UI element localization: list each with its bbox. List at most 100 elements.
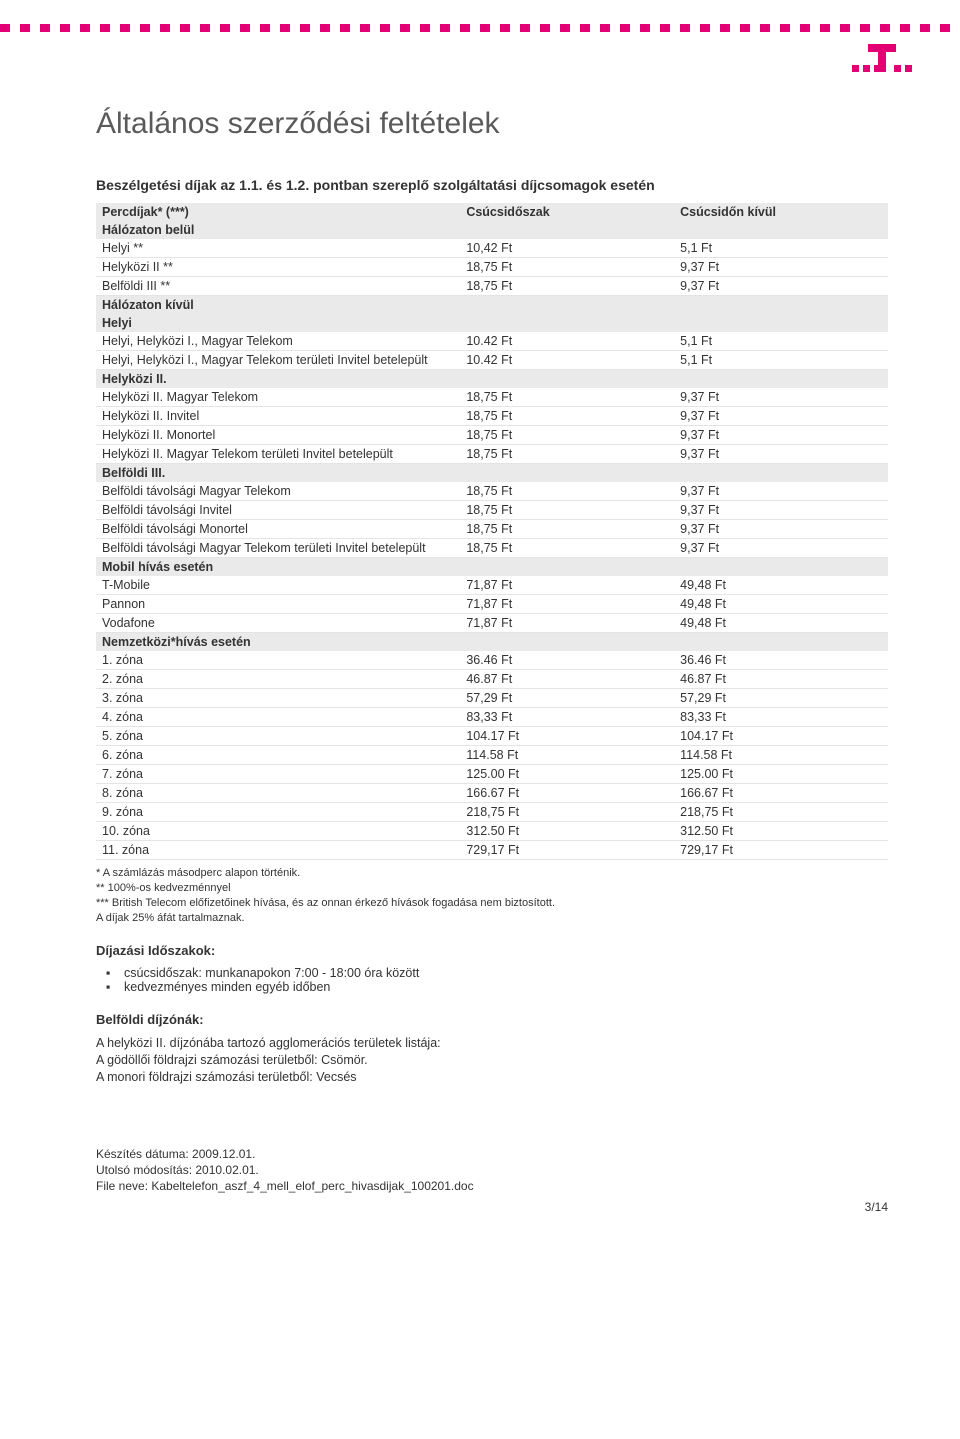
text-line: A gödöllői földrajzi számozási területbő…: [96, 1052, 888, 1069]
table-cell: 83,33 Ft: [674, 708, 888, 727]
table-row: 8. zóna166.67 Ft166.67 Ft: [96, 784, 888, 803]
table-cell: 18,75 Ft: [460, 407, 674, 426]
table-cell: 9,37 Ft: [674, 277, 888, 296]
table-cell: 114.58 Ft: [674, 746, 888, 765]
table-cell: Helyi: [96, 314, 460, 332]
table-row: Helyközi II **18,75 Ft9,37 Ft: [96, 258, 888, 277]
table-section-row: Helyközi II.: [96, 370, 888, 389]
table-cell: 125.00 Ft: [674, 765, 888, 784]
footer-line: Utolsó módosítás: 2010.02.01.: [96, 1162, 888, 1178]
table-cell: 9,37 Ft: [674, 482, 888, 501]
table-cell: Csúcsidőszak: [460, 203, 674, 221]
table-cell: 57,29 Ft: [460, 689, 674, 708]
table-cell: 104.17 Ft: [674, 727, 888, 746]
table-row: 1. zóna36.46 Ft36.46 Ft: [96, 651, 888, 670]
page-number: 3/14: [96, 1199, 888, 1215]
footnotes: * A számlázás másodperc alapon történik.…: [96, 866, 888, 925]
table-cell: 8. zóna: [96, 784, 460, 803]
table-cell: 71,87 Ft: [460, 576, 674, 595]
table-row: T-Mobile71,87 Ft49,48 Ft: [96, 576, 888, 595]
table-cell: 18,75 Ft: [460, 539, 674, 558]
table-cell: 49,48 Ft: [674, 576, 888, 595]
table-cell: Belföldi III **: [96, 277, 460, 296]
table-row: 2. zóna46.87 Ft46.87 Ft: [96, 670, 888, 689]
table-row: 5. zóna104.17 Ft104.17 Ft: [96, 727, 888, 746]
table-cell: 46.87 Ft: [674, 670, 888, 689]
table-cell: [460, 370, 674, 389]
table-cell: Vodafone: [96, 614, 460, 633]
table-row: Belföldi távolsági Magyar Telekom18,75 F…: [96, 482, 888, 501]
table-cell: Helyközi II. Magyar Telekom területi Inv…: [96, 445, 460, 464]
table-cell: 11. zóna: [96, 841, 460, 860]
table-cell: Csúcsidőn kívül: [674, 203, 888, 221]
table-cell: 2. zóna: [96, 670, 460, 689]
table-cell: 125.00 Ft: [460, 765, 674, 784]
table-section-row: Mobil hívás esetén: [96, 558, 888, 577]
table-cell: Percdíjak* (***): [96, 203, 460, 221]
periods-heading: Díjazási Időszakok:: [96, 943, 888, 958]
table-cell: [460, 221, 674, 239]
table-cell: [674, 464, 888, 483]
table-cell: 5. zóna: [96, 727, 460, 746]
table-cell: 4. zóna: [96, 708, 460, 727]
table-cell: 18,75 Ft: [460, 445, 674, 464]
table-row: 7. zóna125.00 Ft125.00 Ft: [96, 765, 888, 784]
table-cell: 3. zóna: [96, 689, 460, 708]
table-cell: 5,1 Ft: [674, 332, 888, 351]
table-row: 10. zóna312.50 Ft312.50 Ft: [96, 822, 888, 841]
table-row: Belföldi III **18,75 Ft9,37 Ft: [96, 277, 888, 296]
table-row: Helyközi II. Magyar Telekom területi Inv…: [96, 445, 888, 464]
list-item: csúcsidőszak: munkanapokon 7:00 - 18:00 …: [124, 966, 888, 980]
table-cell: 9,37 Ft: [674, 539, 888, 558]
table-cell: 5,1 Ft: [674, 239, 888, 258]
footer-line: Készítés dátuma: 2009.12.01.: [96, 1146, 888, 1162]
page-subtitle: Beszélgetési díjak az 1.1. és 1.2. pontb…: [96, 177, 888, 193]
telekom-logo: [852, 40, 912, 80]
table-cell: Belföldi távolsági Invitel: [96, 501, 460, 520]
table-cell: [460, 314, 674, 332]
table-cell: 1. zóna: [96, 651, 460, 670]
text-line: A helyközi II. díjzónába tartozó agglome…: [96, 1035, 888, 1052]
table-cell: 49,48 Ft: [674, 614, 888, 633]
table-cell: 9,37 Ft: [674, 426, 888, 445]
table-header-row: Percdíjak* (***)CsúcsidőszakCsúcsidőn kí…: [96, 203, 888, 221]
table-cell: 36.46 Ft: [674, 651, 888, 670]
table-section-row: Helyi: [96, 314, 888, 332]
table-cell: 218,75 Ft: [674, 803, 888, 822]
table-cell: Mobil hívás esetén: [96, 558, 460, 577]
table-cell: Helyközi II. Monortel: [96, 426, 460, 445]
table-cell: Helyközi II **: [96, 258, 460, 277]
table-cell: T-Mobile: [96, 576, 460, 595]
table-cell: 166.67 Ft: [460, 784, 674, 803]
table-cell: [460, 633, 674, 652]
table-cell: Hálózaton belül: [96, 221, 460, 239]
table-cell: 9,37 Ft: [674, 520, 888, 539]
table-cell: 46.87 Ft: [460, 670, 674, 689]
table-cell: Helyközi II.: [96, 370, 460, 389]
table-cell: Pannon: [96, 595, 460, 614]
table-row: Helyközi II. Monortel18,75 Ft9,37 Ft: [96, 426, 888, 445]
footer-line: File neve: Kabeltelefon_aszf_4_mell_elof…: [96, 1178, 888, 1194]
table-cell: 18,75 Ft: [460, 426, 674, 445]
text-line: A monori földrajzi számozási területből:…: [96, 1069, 888, 1086]
table-cell: 9,37 Ft: [674, 258, 888, 277]
table-row: Belföldi távolsági Magyar Telekom terüle…: [96, 539, 888, 558]
table-cell: Helyközi II. Invitel: [96, 407, 460, 426]
table-cell: Nemzetközi*hívás esetén: [96, 633, 460, 652]
table-cell: Helyi, Helyközi I., Magyar Telekom terül…: [96, 351, 460, 370]
footer: Készítés dátuma: 2009.12.01. Utolsó módo…: [96, 1146, 888, 1215]
zones-block: A helyközi II. díjzónába tartozó agglome…: [96, 1035, 888, 1086]
table-cell: 18,75 Ft: [460, 482, 674, 501]
brand-top-border: [0, 24, 960, 32]
table-row: 3. zóna57,29 Ft57,29 Ft: [96, 689, 888, 708]
table-cell: Hálózaton kívül: [96, 296, 460, 315]
table-row: Helyi, Helyközi I., Magyar Telekom terül…: [96, 351, 888, 370]
table-cell: [674, 558, 888, 577]
table-cell: 18,75 Ft: [460, 388, 674, 407]
table-cell: 18,75 Ft: [460, 520, 674, 539]
table-cell: 9,37 Ft: [674, 445, 888, 464]
table-row: Helyi **10,42 Ft5,1 Ft: [96, 239, 888, 258]
table-cell: Belföldi III.: [96, 464, 460, 483]
table-cell: 166.67 Ft: [674, 784, 888, 803]
table-cell: Belföldi távolsági Magyar Telekom: [96, 482, 460, 501]
